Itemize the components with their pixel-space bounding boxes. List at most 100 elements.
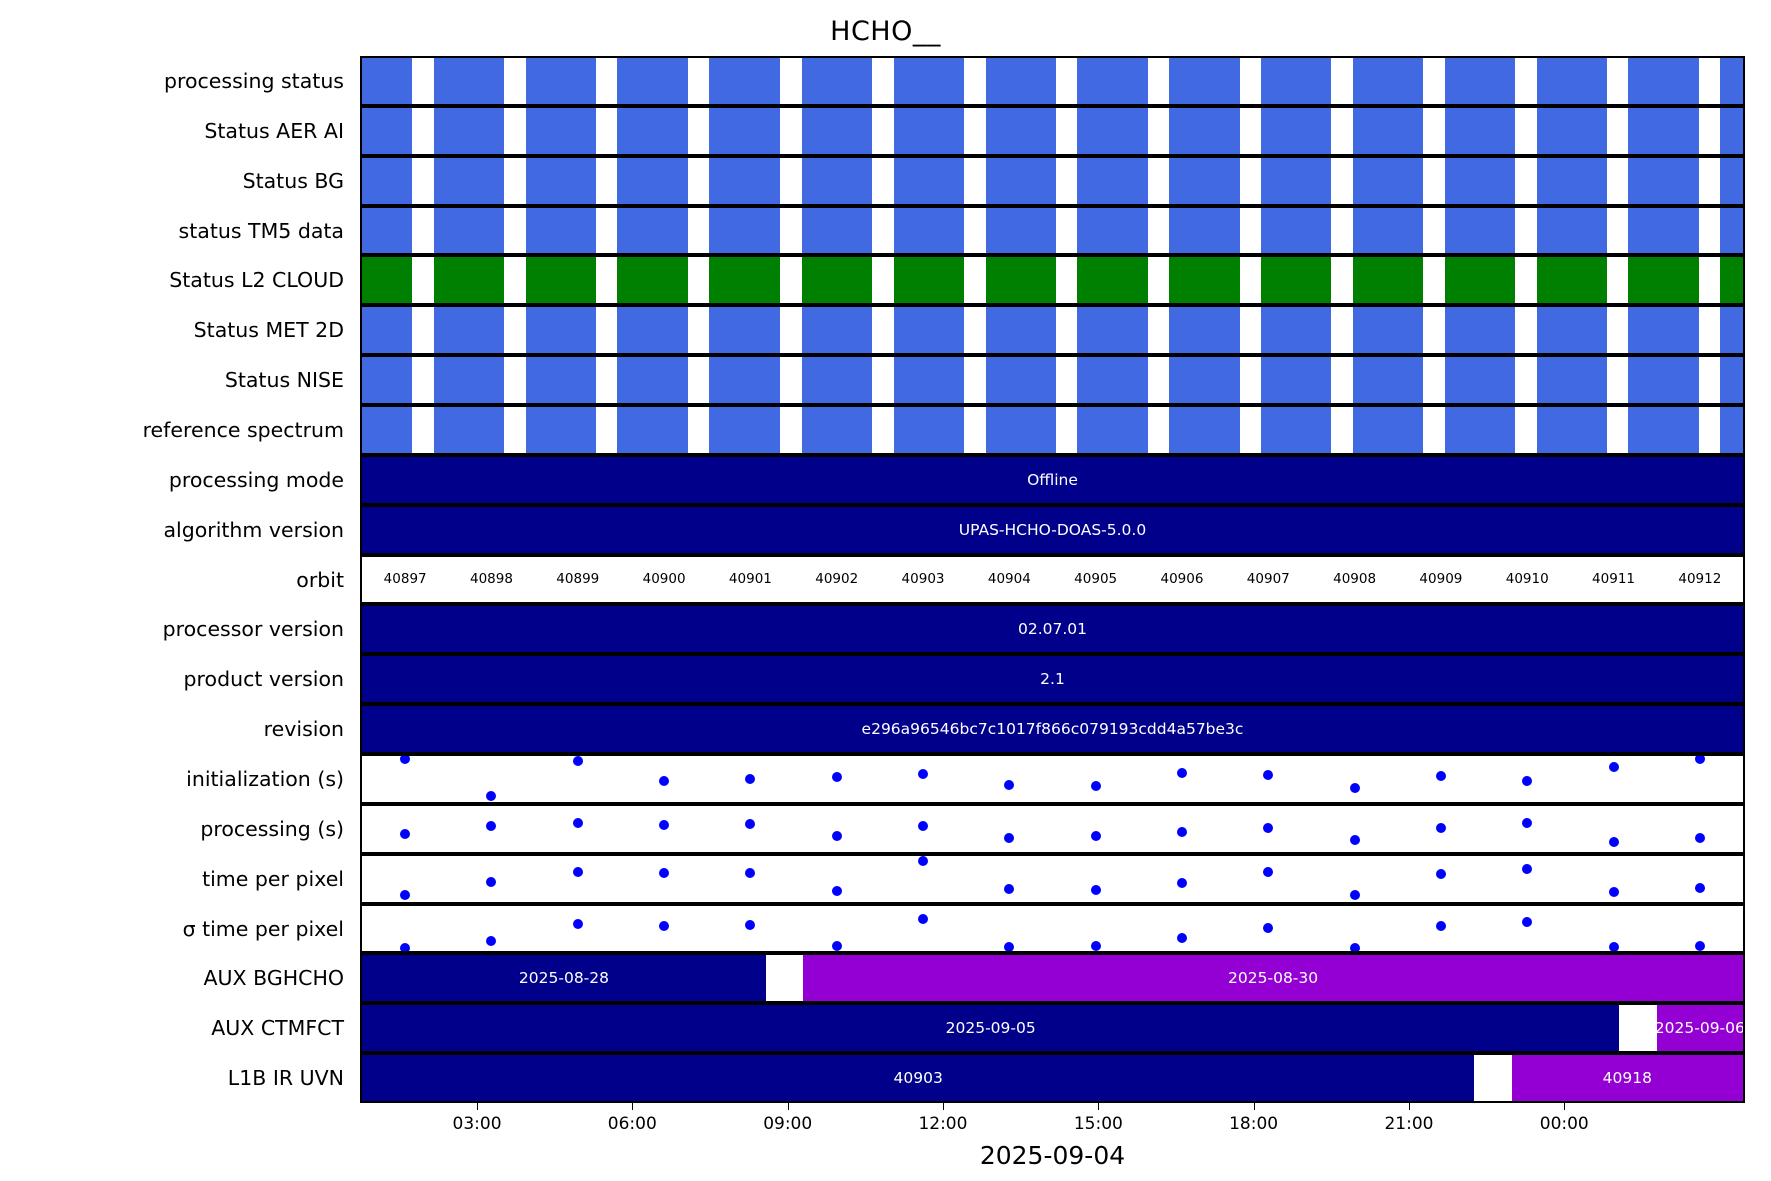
data-point xyxy=(1176,768,1187,779)
row-label: Status NISE xyxy=(224,368,344,393)
flag-block xyxy=(1169,407,1240,453)
timeline-row-reference-spectrum xyxy=(360,405,1745,455)
data-point xyxy=(400,942,411,952)
row-label: orbit xyxy=(296,567,344,592)
data-point xyxy=(831,830,842,841)
x-tick-label: 03:00 xyxy=(452,1114,502,1134)
flag-block xyxy=(1444,107,1516,154)
data-point xyxy=(1004,832,1015,843)
flag-block xyxy=(893,107,965,154)
flag-block xyxy=(1444,207,1516,254)
flag-block xyxy=(801,58,872,104)
row-label: status TM5 data xyxy=(178,218,344,243)
row-label: AUX CTMFCT xyxy=(211,1016,344,1041)
timeline-row-time-per-pixel xyxy=(360,903,1745,954)
data-point xyxy=(1435,771,1446,782)
flag-block xyxy=(362,207,412,254)
orbit-number: 40912 xyxy=(1678,571,1722,588)
flag-block xyxy=(525,257,597,304)
timeline-row-product-version: 2.1 xyxy=(360,654,1745,705)
flag-block xyxy=(1077,207,1148,254)
data-point xyxy=(1694,832,1705,843)
value-bar: UPAS-HCHO-DOAS-5.0.0 xyxy=(362,506,1743,553)
data-point xyxy=(1608,762,1619,773)
data-point xyxy=(1522,776,1533,787)
page-title: HCHO__ xyxy=(830,16,941,47)
flag-block xyxy=(709,407,780,453)
timeline-row-status-l2-cloud xyxy=(360,255,1745,306)
data-point xyxy=(486,791,497,802)
data-point xyxy=(1004,883,1015,894)
flag-block xyxy=(362,407,412,453)
flag-block xyxy=(709,58,780,104)
flag-block xyxy=(1352,107,1424,154)
flag-block xyxy=(1444,357,1516,403)
data-point xyxy=(572,755,583,766)
data-point xyxy=(486,821,497,832)
flag-block xyxy=(1261,307,1332,354)
data-point xyxy=(486,877,497,888)
value-bar-label: 2.1 xyxy=(1040,670,1065,689)
flag-block xyxy=(1444,157,1516,204)
flag-block xyxy=(1720,107,1743,154)
x-tick-label: 00:00 xyxy=(1539,1114,1589,1134)
flag-block xyxy=(1352,407,1424,453)
value-bar: e296a96546bc7c1017f866c079193cdd4a57be3c xyxy=(362,706,1743,752)
flag-block xyxy=(362,58,412,104)
data-point xyxy=(572,918,583,929)
row-label: time per pixel xyxy=(202,866,344,891)
flag-block xyxy=(1077,257,1148,304)
flag-block xyxy=(1169,157,1240,204)
timeline-row-processor-version: 02.07.01 xyxy=(360,604,1745,655)
flag-block xyxy=(362,157,412,204)
x-tick-label: 15:00 xyxy=(1073,1114,1123,1134)
data-point xyxy=(1176,827,1187,838)
flag-block xyxy=(617,107,688,154)
flag-block xyxy=(433,207,505,254)
data-point xyxy=(1435,921,1446,932)
flag-block xyxy=(801,107,872,154)
row-label: Status MET 2D xyxy=(193,318,344,343)
data-point xyxy=(918,914,929,925)
timeline-row-processing-status xyxy=(360,56,1745,106)
flag-block xyxy=(801,307,872,354)
timeline-row-status-bg xyxy=(360,155,1745,206)
flag-block xyxy=(1352,207,1424,254)
flag-block xyxy=(525,107,597,154)
flag-block xyxy=(985,407,1056,453)
orbit-number: 40908 xyxy=(1333,571,1377,588)
aux-segment-label: 2025-08-30 xyxy=(1228,969,1319,988)
flag-block xyxy=(1720,357,1743,403)
flag-block xyxy=(525,407,597,453)
x-tick-mark xyxy=(632,1103,634,1110)
data-point xyxy=(1349,783,1360,794)
x-tick-mark xyxy=(1408,1103,1410,1110)
flag-block xyxy=(617,307,688,354)
flag-block xyxy=(525,207,597,254)
data-point xyxy=(1090,940,1101,951)
flag-block xyxy=(1169,257,1240,304)
data-point xyxy=(400,889,411,900)
flag-block xyxy=(1720,407,1743,453)
flag-block xyxy=(617,58,688,104)
value-bar: Offline xyxy=(362,456,1743,503)
x-tick-mark xyxy=(787,1103,789,1110)
flag-block xyxy=(525,307,597,354)
flag-block xyxy=(1077,107,1148,154)
timeline-row-status-aer-ai xyxy=(360,105,1745,156)
flag-block xyxy=(525,357,597,403)
row-label: algorithm version xyxy=(163,517,344,542)
flag-block xyxy=(709,207,780,254)
flag-block xyxy=(893,357,965,403)
orbit-number: 40911 xyxy=(1592,571,1636,588)
data-point xyxy=(659,776,670,787)
flag-block xyxy=(1444,407,1516,453)
data-point xyxy=(572,866,583,877)
flag-block xyxy=(893,407,965,453)
flag-block xyxy=(525,157,597,204)
row-label: σ time per pixel xyxy=(182,916,344,941)
flag-block xyxy=(1261,107,1332,154)
x-tick-label: 18:00 xyxy=(1229,1114,1279,1134)
data-point xyxy=(745,819,756,830)
